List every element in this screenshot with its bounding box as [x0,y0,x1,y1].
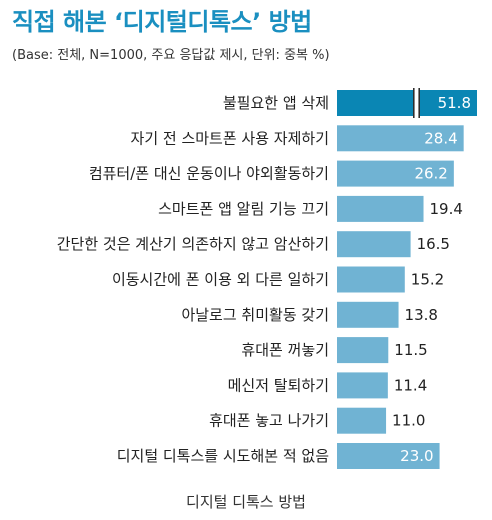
chart-title: 직접 해본 ‘디지털디톡스’ 방법 [12,8,312,36]
bar-chart: 불필요한 앱 삭제 51.8 자기 전 스마트폰 사용 자제하기 28.4 컴퓨터/폰 … [57,88,477,469]
category-label: 불필요한 앱 삭제 [223,94,329,112]
bar [337,443,440,469]
category-label: 휴대폰 놓고 나가기 [209,412,329,430]
category-label: 메신저 탈퇴하기 [228,376,329,394]
bar [337,407,387,434]
category-label: 스마트폰 앱 알림 기능 끄기 [158,200,329,218]
bar [337,301,399,328]
bar [337,372,388,399]
bar [337,266,405,293]
bar [337,90,477,116]
category-label: 컴퓨터/폰 대신 운동이나 야외활동하기 [89,165,329,183]
data-label: 51.8 [438,94,471,112]
chart-subtitle: (Base: 전체, N=1000, 주요 응답값 제시, 단위: 중복 %) [12,48,330,63]
bar [337,160,454,187]
data-label: 11.5 [394,341,427,359]
category-label: 이동시간에 폰 이용 외 다른 일하기 [112,271,329,289]
data-label: 15.2 [411,271,444,289]
axis-break-gap [413,88,420,118]
bar [337,125,464,152]
data-label: 16.5 [417,235,450,253]
x-axis-label: 디지털 디톡스 방법 [186,493,306,511]
data-label: 11.4 [394,376,427,394]
category-label: 휴대폰 꺼놓기 [241,341,329,359]
bar [337,337,389,364]
category-label: 자기 전 스마트폰 사용 자제하기 [131,129,329,147]
data-label: 19.4 [430,200,463,218]
bar [337,231,411,258]
category-label: 디지털 디톡스를 시도해본 적 없음 [117,447,329,465]
category-label: 간단한 것은 계산기 의존하지 않고 암산하기 [57,235,329,253]
data-label: 13.8 [405,306,438,324]
data-label: 11.0 [392,412,425,430]
bar [337,195,424,222]
data-label: 28.4 [424,129,457,147]
data-label: 23.0 [400,447,433,465]
category-label: 아날로그 취미활동 갖기 [181,306,329,324]
data-label: 26.2 [414,165,447,183]
